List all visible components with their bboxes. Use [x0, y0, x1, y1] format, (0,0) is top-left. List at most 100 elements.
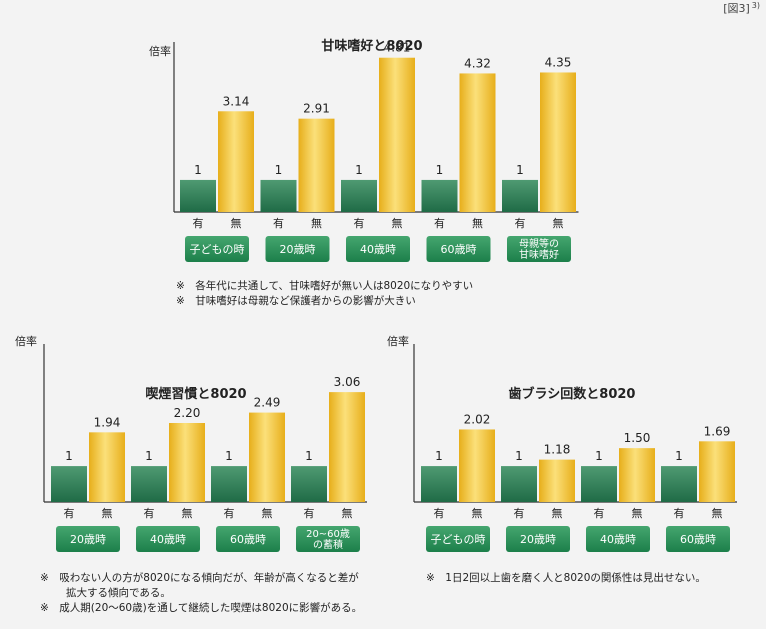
bar-no — [459, 429, 495, 502]
data-label: 1 — [436, 163, 444, 177]
category-label-yes: 有 — [273, 216, 284, 230]
bar-no — [89, 432, 125, 502]
data-label: 2.02 — [464, 412, 491, 426]
category-label-yes: 有 — [144, 506, 155, 520]
group-pill — [136, 526, 200, 552]
category-label-yes: 有 — [674, 506, 685, 520]
group-pill — [296, 526, 360, 552]
group-label: 20歳時 — [280, 243, 316, 256]
group-pill — [506, 526, 570, 552]
note-line: ※ 吸わない人の方が8020になる傾向だが、年齢が高くなると差が — [40, 572, 359, 584]
bar-yes — [501, 466, 537, 502]
y-axis-label: 倍率 — [387, 334, 409, 348]
category-label-no: 無 — [311, 216, 322, 230]
bar-no — [619, 448, 655, 502]
category-label-no: 無 — [392, 216, 403, 230]
category-label-yes: 有 — [594, 506, 605, 520]
figure-label: [図3] 3) — [723, 0, 760, 16]
data-label: 1 — [145, 449, 153, 463]
y-axis-label: 倍率 — [149, 44, 171, 58]
category-label-yes: 有 — [304, 506, 315, 520]
chart-smoking: 倍率 喫煙習慣と8020 1 有 1.94 無 20歳時 1 有 2.20 無 40歳時 1 有 2.49 無… — [0, 330, 390, 570]
category-label-no: 無 — [553, 216, 564, 230]
bar-yes — [131, 466, 167, 502]
category-label-yes: 有 — [354, 216, 365, 230]
chart-title: 歯ブラシ回数と8020 — [509, 386, 636, 402]
bar-yes — [421, 179, 458, 212]
data-label: 1.69 — [704, 424, 731, 438]
data-label: 1 — [515, 449, 523, 463]
group-pill — [666, 526, 730, 552]
group-pill — [426, 236, 491, 262]
category-label-yes: 有 — [64, 506, 75, 520]
category-label-yes: 有 — [514, 506, 525, 520]
bar-yes — [341, 179, 377, 212]
category-label-yes: 有 — [434, 216, 445, 230]
note-line: 拡大する傾向である。 — [66, 587, 171, 599]
note-line: ※ 各年代に共通して、甘味嗜好が無い人は8020になりやすい — [176, 280, 474, 292]
category-label-yes: 有 — [515, 216, 526, 230]
data-label: 1.18 — [544, 443, 571, 457]
chart-sweet-preference: 倍率 甘味嗜好と8020 1 有 3.14 無子どもの時 1 有 2.91 無 20歳時 1 有 4.81… — [0, 0, 766, 280]
bar-no — [540, 72, 576, 212]
bar-yes — [421, 466, 457, 502]
bar-yes — [211, 466, 247, 502]
note-line: ※ 1日2回以上歯を磨く人と8020の関係性は見出せない。 — [426, 572, 706, 584]
figure-ref: 3) — [751, 1, 760, 10]
data-label: 4.32 — [464, 56, 491, 70]
bar-no — [459, 73, 496, 212]
data-label: 2.49 — [254, 396, 281, 410]
data-label: 3.06 — [334, 375, 361, 389]
category-label-yes: 有 — [193, 216, 204, 230]
bar-no — [249, 412, 285, 502]
bar-yes — [581, 466, 617, 502]
group-label: 母親等の甘味嗜好 — [519, 237, 559, 261]
chart-toothbrushing: 倍率歯ブラシ回数と8020 1 有 2.02 無子どもの時 1 有 1.18 無 20歳時 1 有 1.… — [376, 330, 766, 570]
category-label-yes: 有 — [434, 506, 445, 520]
group-pill — [56, 526, 120, 552]
bar-yes — [51, 466, 87, 502]
data-label: 1.94 — [94, 415, 121, 429]
group-pill — [507, 236, 571, 262]
bar-no — [218, 111, 254, 212]
bar-no — [298, 118, 335, 212]
bar-no — [169, 423, 205, 502]
data-label: 4.81 — [384, 41, 411, 55]
bar-yes — [291, 466, 327, 502]
category-label-no: 無 — [632, 506, 643, 520]
group-pill — [185, 236, 249, 262]
group-label: 60歳時 — [680, 533, 716, 546]
bar-yes — [502, 179, 538, 212]
bar-no — [379, 57, 415, 212]
data-label: 1 — [194, 163, 202, 177]
data-label: 1 — [65, 449, 73, 463]
group-label: 20歳時 — [70, 533, 106, 546]
group-pill — [426, 526, 490, 552]
notes-sweet: ※ 各年代に共通して、甘味嗜好が無い人は8020になりやすい ※ 甘味嗜好は母親… — [176, 279, 473, 309]
category-label-yes: 有 — [224, 506, 235, 520]
category-label-no: 無 — [472, 506, 483, 520]
group-label: 子どもの時 — [431, 533, 486, 546]
notes-brushing: ※ 1日2回以上歯を磨く人と8020の関係性は見出せない。 — [426, 571, 706, 586]
category-label-no: 無 — [231, 216, 242, 230]
bar-no — [329, 392, 365, 502]
data-label: 1 — [675, 449, 683, 463]
category-label-no: 無 — [712, 506, 723, 520]
category-label-no: 無 — [102, 506, 113, 520]
bar-yes — [661, 466, 697, 502]
data-label: 1 — [435, 449, 443, 463]
bar-no — [699, 441, 735, 502]
group-label-line: 20~60歳 — [306, 528, 350, 540]
group-label: 40歳時 — [360, 243, 396, 256]
data-label: 2.20 — [174, 406, 201, 420]
data-label: 1.50 — [624, 431, 651, 445]
group-label: 40歳時 — [150, 533, 186, 546]
group-label: 40歳時 — [600, 533, 636, 546]
data-label: 1 — [275, 163, 283, 177]
data-label: 1 — [225, 449, 233, 463]
data-label: 1 — [595, 449, 603, 463]
data-label: 2.91 — [303, 102, 330, 116]
group-label: 20歳時 — [520, 533, 556, 546]
